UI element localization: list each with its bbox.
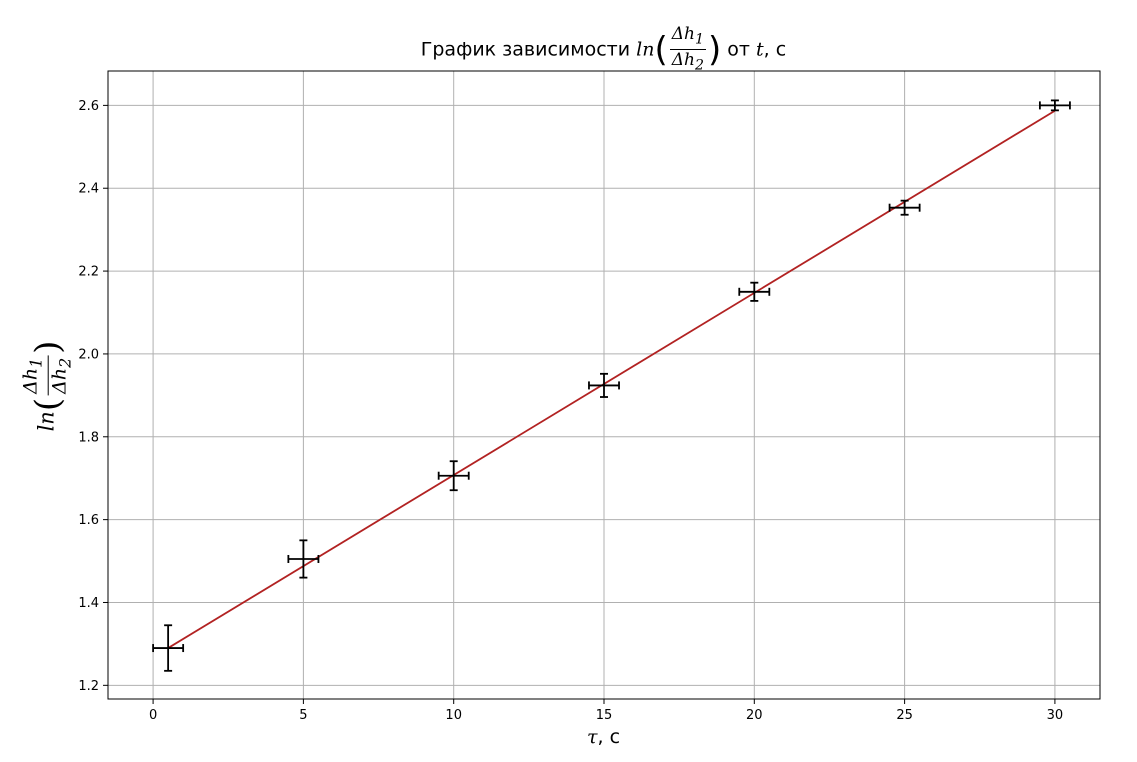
y-frac-den: Δh2 <box>49 356 77 396</box>
x-ticks: 0 5 10 15 20 25 30 <box>149 699 1063 723</box>
x-tick-label: 5 <box>299 708 307 723</box>
title-var: t <box>756 38 764 61</box>
errorbar-point <box>152 624 185 672</box>
title-fraction: Δh1 Δh2 <box>669 24 706 76</box>
x-tick-label: 25 <box>896 708 913 723</box>
title-den-text: Δh <box>671 50 695 71</box>
title-frac-den: Δh2 <box>670 50 706 75</box>
title-prefix: График зависимости <box>420 38 637 61</box>
y-den-sub: 2 <box>55 357 75 368</box>
errorbar-point <box>437 460 470 492</box>
x-tick-label: 30 <box>1047 708 1064 723</box>
x-axis-var: τ <box>586 726 598 748</box>
y-tick-label: 2.6 <box>78 99 99 114</box>
errorbar-point <box>738 281 771 302</box>
title-num-text: Δh <box>671 24 695 44</box>
y-tick-label: 1.6 <box>78 513 99 528</box>
y-tick-label: 2.2 <box>78 265 99 280</box>
grid <box>108 71 1100 699</box>
fit-line <box>167 109 1056 649</box>
title-den-sub: 2 <box>694 57 704 74</box>
x-tick-label: 15 <box>596 708 613 723</box>
errorbar-point <box>588 372 620 398</box>
chart-title: График зависимости ln(Δh1 Δh2) от t, с <box>0 24 1137 76</box>
y-axis-fn: ln <box>34 411 59 432</box>
y-right-paren: ) <box>28 340 68 354</box>
errorbar-group <box>152 99 1071 672</box>
y-tick-label: 1.4 <box>78 596 99 611</box>
errorbar-point <box>287 539 320 579</box>
fit-line-group <box>167 109 1056 649</box>
y-left-paren: ( <box>28 397 68 412</box>
y-axis-label: ln(Δh1 Δh2) <box>19 340 77 432</box>
y-tick-label: 2.4 <box>78 182 99 197</box>
title-num-sub: 1 <box>694 31 704 48</box>
title-suffix: , с <box>763 38 787 61</box>
y-frac-num: Δh1 <box>19 355 49 396</box>
y-ticks: 1.2 1.4 1.6 1.8 2.0 2.2 2.4 2.6 <box>78 99 108 694</box>
errorbar-point <box>888 199 921 216</box>
title-fn: ln <box>636 38 655 61</box>
x-tick-label: 10 <box>445 708 462 723</box>
x-axis-label: τ, с <box>0 726 1137 748</box>
y-num-sub: 1 <box>26 357 46 368</box>
title-frac-num: Δh1 <box>669 24 706 51</box>
x-tick-label: 0 <box>149 708 157 723</box>
y-tick-label: 2.0 <box>78 347 99 362</box>
y-axis-fraction: Δh1 Δh2 <box>19 355 77 396</box>
title-left-paren: ( <box>654 29 668 70</box>
y-tick-label: 1.2 <box>78 679 99 694</box>
x-axis-suffix: , с <box>597 726 621 748</box>
title-mid: от <box>721 38 757 61</box>
y-tick-label: 1.8 <box>78 430 99 445</box>
title-right-paren: ) <box>707 29 722 70</box>
y-num-text: Δh <box>19 367 42 394</box>
x-tick-label: 20 <box>746 708 763 723</box>
y-den-text: Δh <box>48 367 71 394</box>
errorbar-point <box>1038 99 1071 112</box>
